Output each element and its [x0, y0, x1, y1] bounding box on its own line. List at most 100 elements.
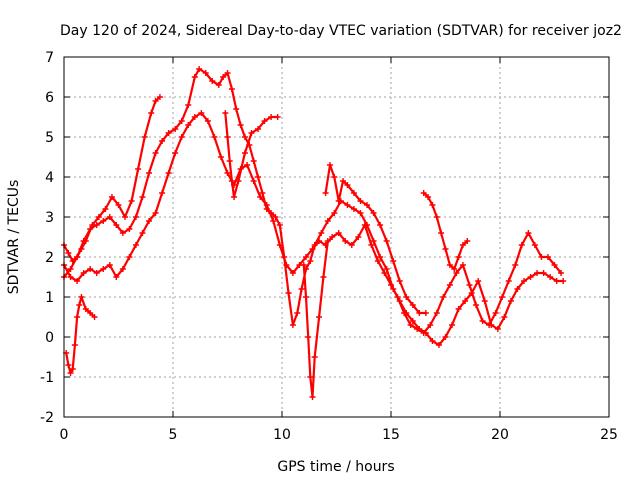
data-point-marker [152, 210, 159, 216]
data-point-marker [309, 394, 316, 400]
data-point-marker [455, 254, 462, 260]
data-point-marker [335, 198, 342, 204]
data-point-marker [263, 202, 270, 208]
data-point-marker [241, 150, 248, 156]
data-point-marker [185, 102, 192, 108]
data-point-marker [435, 342, 442, 348]
data-point-marker [331, 174, 338, 180]
data-point-marker [224, 70, 231, 76]
data-point-marker [342, 238, 349, 244]
data-point-marker [217, 154, 224, 160]
series-track-h [322, 162, 429, 316]
data-point-marker [95, 214, 102, 220]
data-point-marker [257, 194, 264, 200]
data-point-marker [202, 70, 209, 76]
data-point-marker [285, 290, 292, 296]
data-point-marker [222, 110, 229, 116]
y-tick-label: 4 [45, 170, 54, 186]
data-series-layer [61, 66, 567, 400]
data-point-marker [551, 262, 558, 268]
data-point-marker [374, 258, 381, 264]
data-point-marker [534, 270, 541, 276]
data-point-marker [302, 254, 309, 260]
data-point-marker [425, 194, 432, 200]
data-point-marker [335, 230, 342, 236]
data-point-marker [357, 210, 364, 216]
series-track-e [222, 110, 281, 200]
data-point-marker [224, 170, 231, 176]
data-point-marker [276, 242, 283, 248]
data-point-marker [547, 274, 554, 280]
data-point-marker [473, 302, 480, 308]
data-point-marker [152, 98, 159, 104]
data-point-marker [237, 122, 244, 128]
data-point-marker [283, 262, 290, 268]
data-point-marker [159, 138, 166, 144]
data-point-marker [209, 78, 216, 84]
data-point-marker [100, 218, 107, 224]
data-point-marker [355, 234, 362, 240]
data-point-marker [126, 226, 133, 232]
data-point-marker [307, 374, 314, 380]
data-point-marker [78, 294, 85, 300]
data-point-marker [422, 310, 429, 316]
data-point-marker [331, 210, 338, 216]
data-point-marker [165, 130, 172, 136]
data-point-marker [67, 370, 74, 376]
data-point-marker [520, 278, 527, 284]
data-point-marker [115, 202, 122, 208]
data-point-marker [156, 94, 163, 100]
data-point-marker [185, 122, 192, 128]
data-point-marker [407, 322, 414, 328]
data-point-marker [74, 254, 81, 260]
data-point-marker [139, 194, 146, 200]
data-point-marker [350, 190, 357, 196]
data-point-marker [318, 230, 325, 236]
data-point-marker [135, 166, 142, 172]
data-point-marker [67, 266, 74, 272]
y-tick-label: 6 [45, 90, 54, 106]
x-tick-label: 5 [169, 427, 178, 443]
data-point-marker [235, 178, 242, 184]
data-point-marker [507, 298, 514, 304]
data-point-marker [132, 214, 139, 220]
chart-title: Day 120 of 2024, Sidereal Day-to-day VTE… [60, 23, 622, 39]
data-point-marker [172, 126, 179, 132]
data-point-marker [322, 190, 329, 196]
data-point-marker [268, 114, 275, 120]
plot-frame [63, 56, 610, 418]
data-point-marker [276, 222, 283, 228]
data-point-marker [442, 246, 449, 252]
data-point-marker [499, 294, 506, 300]
data-point-marker [191, 74, 198, 80]
y-tick-label: 5 [45, 130, 54, 146]
series-line [324, 163, 427, 315]
data-point-marker [383, 266, 390, 272]
data-point-marker [226, 158, 233, 164]
data-point-marker [80, 270, 87, 276]
data-point-marker [329, 234, 336, 240]
data-point-marker [87, 310, 94, 316]
series-line [62, 95, 161, 263]
data-point-marker [316, 238, 323, 244]
data-point-marker [289, 270, 296, 276]
data-point-marker [228, 178, 235, 184]
data-point-marker [514, 286, 521, 292]
data-point-marker [122, 214, 129, 220]
data-point-marker [409, 318, 416, 324]
x-tick-label: 10 [273, 427, 291, 443]
data-point-marker [518, 242, 525, 248]
data-point-marker [446, 282, 453, 288]
data-point-marker [270, 218, 277, 224]
data-point-marker [113, 222, 120, 228]
axis-ticks: -2 -1 0 1 2 3 4 5 6 7 0 5 10 15 20 25 [40, 50, 618, 443]
data-point-marker [459, 262, 466, 268]
data-point-marker [429, 338, 436, 344]
data-point-marker [442, 334, 449, 340]
y-tick-label: -1 [40, 370, 54, 386]
data-point-marker [93, 270, 100, 276]
data-point-marker [464, 238, 471, 244]
data-point-marker [141, 134, 148, 140]
x-tick-label: 20 [491, 427, 509, 443]
